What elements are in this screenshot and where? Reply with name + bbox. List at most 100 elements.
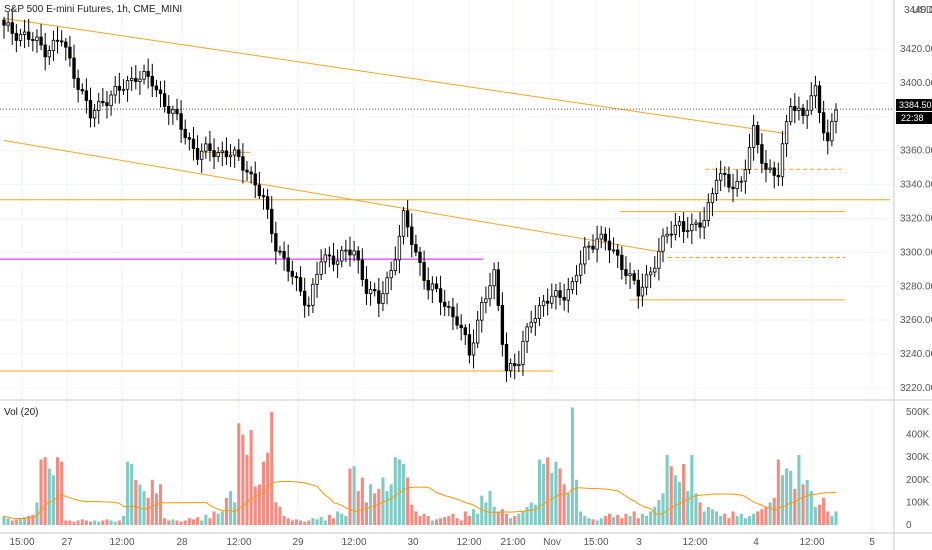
volume-bar xyxy=(719,515,723,525)
volume-bar xyxy=(628,515,632,525)
volume-bar xyxy=(47,468,51,525)
volume-bar xyxy=(418,515,422,525)
volume-bar xyxy=(690,454,694,525)
candle-body xyxy=(55,39,60,42)
candle-body xyxy=(475,319,480,344)
candle-body xyxy=(179,113,183,130)
volume-bar xyxy=(101,520,105,525)
candle-body xyxy=(595,238,599,250)
candle-body xyxy=(113,85,117,96)
candle-body xyxy=(690,223,694,232)
time-tick-label: 3 xyxy=(636,537,642,548)
candle-body xyxy=(529,321,533,328)
candle-body xyxy=(537,305,542,319)
volume-bar xyxy=(39,459,43,525)
candle-body xyxy=(710,193,715,204)
candle-body xyxy=(389,270,393,279)
candle-body xyxy=(344,249,348,252)
volume-tick-label: 200K xyxy=(906,475,930,486)
candle-body xyxy=(39,36,43,46)
candle-body xyxy=(587,245,591,248)
currency-label[interactable]: USD xyxy=(912,5,932,16)
candle-body xyxy=(735,180,739,190)
volume-bar xyxy=(154,493,158,525)
candle-body xyxy=(2,19,6,26)
candle-body xyxy=(653,267,657,273)
trendline[interactable] xyxy=(3,17,787,135)
candle-body xyxy=(414,244,418,253)
time-tick-label: 12:00 xyxy=(456,537,481,548)
candle-body xyxy=(546,300,550,304)
volume-bar xyxy=(105,519,109,525)
candle-body xyxy=(249,171,253,175)
time-tick-label: Nov xyxy=(543,537,561,548)
candle-body xyxy=(97,100,101,112)
volume-bar xyxy=(216,513,220,525)
candle-body xyxy=(599,233,603,240)
candle-body xyxy=(307,304,311,307)
volume-bar xyxy=(694,493,698,525)
volume-bar xyxy=(480,495,484,525)
candle-body xyxy=(463,327,467,336)
top-price-tick: 3440.00 xyxy=(904,5,932,16)
volume-bar xyxy=(624,513,628,525)
volume-bar xyxy=(603,515,607,525)
volume-bar xyxy=(179,521,183,525)
symbol-title[interactable]: S&P 500 E-mini Futures, 1h, CME_MINI xyxy=(4,4,182,15)
volume-bar xyxy=(282,515,286,525)
volume-bar xyxy=(344,515,348,525)
candle-body xyxy=(175,109,179,115)
volume-bar xyxy=(307,520,311,525)
candle-body xyxy=(51,39,56,51)
candle-body xyxy=(418,251,422,263)
volume-bar xyxy=(14,519,18,525)
volume-bar xyxy=(72,521,76,525)
candle-body xyxy=(373,289,377,292)
candle-body xyxy=(624,269,628,277)
drawn-levels xyxy=(0,17,894,372)
volume-bar xyxy=(529,502,533,525)
volume-bar xyxy=(257,484,261,525)
volume-bar xyxy=(43,457,47,525)
volume-bar xyxy=(492,506,496,525)
volume-bar xyxy=(504,513,509,525)
volume-bar xyxy=(649,511,653,525)
candle-body xyxy=(125,79,130,90)
candle-body xyxy=(789,106,793,123)
trendline[interactable] xyxy=(3,139,664,253)
volume-tick-label: 300K xyxy=(906,452,930,463)
volume-bar xyxy=(113,521,117,525)
bar-countdown: 22:38 xyxy=(901,113,924,123)
volume-bar xyxy=(134,479,138,525)
candle-body xyxy=(405,210,410,228)
candle-body xyxy=(813,85,818,97)
candle-body xyxy=(504,344,509,372)
volume-title[interactable]: Vol (20) xyxy=(4,407,38,418)
candle-body xyxy=(241,156,245,171)
volume-bar xyxy=(208,518,212,525)
candle-body xyxy=(578,263,583,276)
volume-bar xyxy=(389,484,393,525)
candle-body xyxy=(377,290,381,304)
volume-bar xyxy=(84,520,88,525)
candle-body xyxy=(640,286,645,297)
candle-body xyxy=(84,90,89,101)
volume-bar xyxy=(237,423,241,525)
candle-body xyxy=(558,290,562,298)
candle-body xyxy=(830,120,834,142)
volume-bar xyxy=(793,488,797,525)
candle-body xyxy=(105,102,109,107)
volume-bar xyxy=(212,511,216,525)
candle-body xyxy=(130,78,134,81)
candle-body xyxy=(311,283,315,306)
candle-body xyxy=(360,259,365,280)
volume-bar xyxy=(727,518,731,525)
candle-body xyxy=(616,249,620,256)
volume-bar xyxy=(558,468,562,525)
volume-bar xyxy=(303,521,307,525)
candle-body xyxy=(191,138,196,149)
axes: 3420.003400.003380.003360.003340.003320.… xyxy=(9,44,932,548)
volume-bar xyxy=(401,463,406,525)
